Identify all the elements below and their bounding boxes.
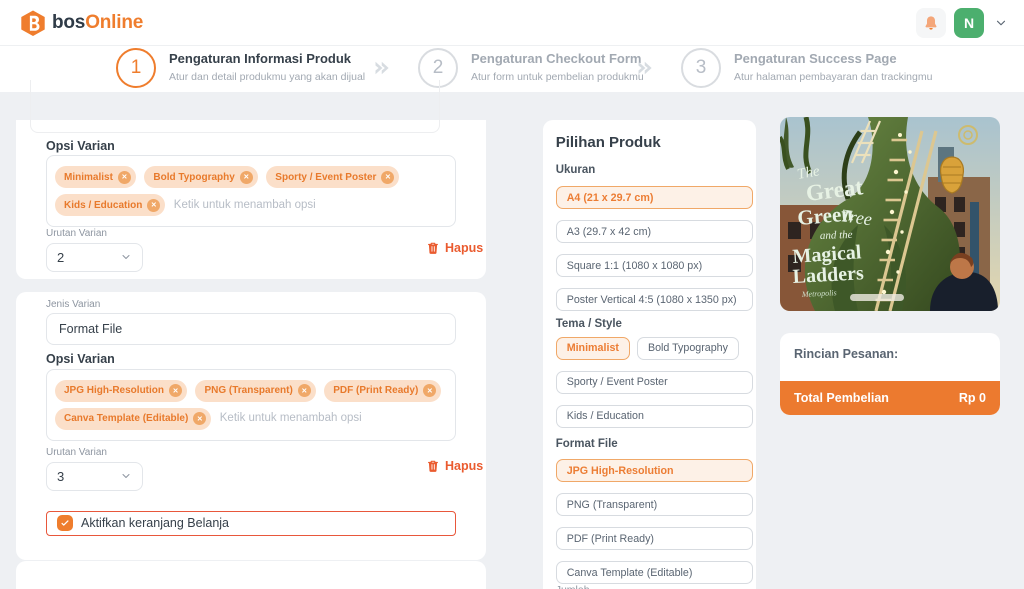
svg-text:and the: and the — [820, 229, 853, 242]
svg-text:Metropolis: Metropolis — [801, 288, 837, 299]
svg-text:Ladders: Ladders — [792, 262, 864, 288]
